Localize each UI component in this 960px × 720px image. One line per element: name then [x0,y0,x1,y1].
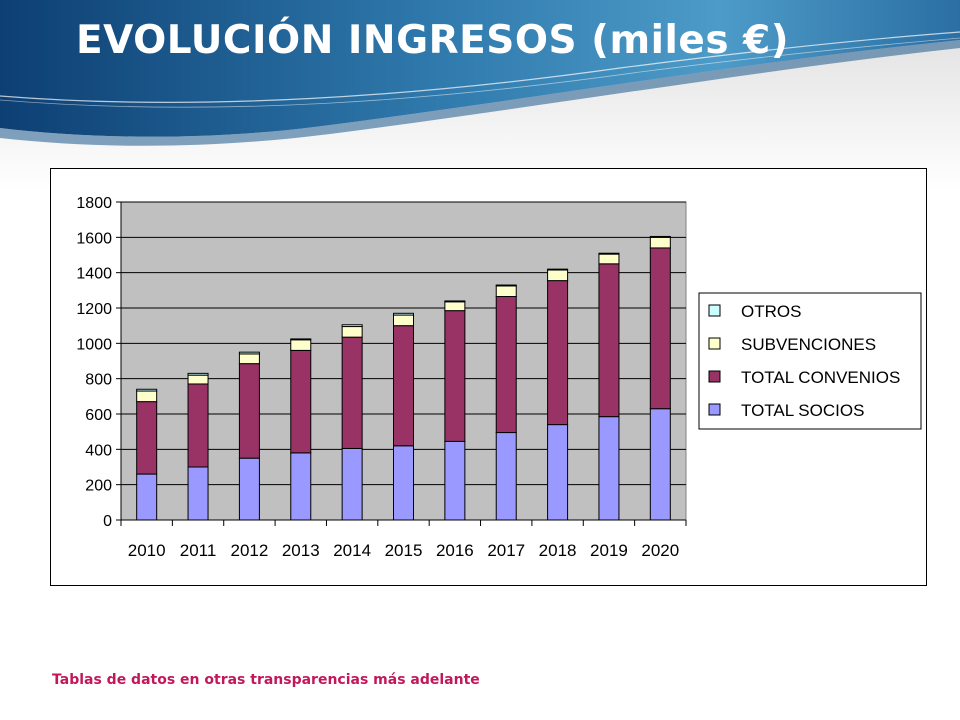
legend-swatch [708,304,721,317]
x-tick-label: 2020 [641,541,679,560]
legend-swatch [708,403,721,416]
bar-otros-2019 [598,252,620,255]
y-tick-label: 800 [85,372,112,389]
legend-label: TOTAL CONVENIOS [741,368,900,387]
bar-otros-2014 [341,324,363,328]
x-tick-label: 2015 [385,541,423,560]
bar-otros-2011 [187,372,209,376]
bar-total-socios-2017 [495,432,517,521]
bar-total-convenios-2019 [598,263,620,418]
y-tick-label: 1400 [76,266,112,283]
bar-total-convenios-2017 [495,296,517,434]
bar-total-socios-2016 [444,440,466,521]
bar-otros-2020 [649,235,671,238]
bar-subvenciones-2015 [393,314,414,327]
bar-total-socios-2010 [136,473,158,521]
bar-subvenciones-2019 [598,253,620,265]
bar-otros-2013 [290,338,312,341]
legend-label: SUBVENCIONES [741,335,876,354]
slide-title: EVOLUCIÓN INGRESOS (miles €) [76,18,790,63]
x-tick-label: 2010 [128,541,166,560]
bar-total-convenios-2020 [649,247,671,410]
y-tick-label: 1200 [76,301,112,318]
footnote: Tablas de datos en otras transparencias … [52,672,480,688]
bar-total-socios-2012 [238,457,260,521]
legend-swatch [708,337,721,350]
bar-otros-2018 [547,268,569,271]
bar-subvenciones-2012 [238,353,260,365]
legend-box [698,292,922,430]
x-tick-label: 2019 [590,541,628,560]
bar-otros-2012 [238,351,260,355]
bar-total-convenios-2015 [393,325,414,447]
bar-subvenciones-2016 [444,301,466,312]
bar-otros-2017 [495,284,517,287]
bar-total-convenios-2018 [547,280,569,426]
bar-subvenciones-2010 [136,390,158,403]
bar-total-socios-2014 [341,447,363,521]
x-tick-label: 2018 [539,541,577,560]
bar-otros-2015 [393,312,414,316]
bar-total-socios-2015 [393,445,414,521]
x-tick-label: 2016 [436,541,474,560]
bar-total-convenios-2013 [290,349,312,454]
bar-subvenciones-2020 [649,236,671,249]
header-banner [0,0,960,190]
x-tick-label: 2017 [487,541,525,560]
bar-otros-2010 [136,388,158,392]
stacked-bar-chart: 0 200 400 600 800 1000 1200 1400 1600 1800 2010 201… [76,195,922,560]
x-tick-label: 2014 [333,541,371,560]
bar-total-socios-2013 [290,452,312,521]
legend-label: TOTAL SOCIOS [741,401,864,420]
legend-swatch [708,370,721,383]
bar-total-socios-2011 [187,466,209,521]
bar-total-convenios-2012 [238,363,260,459]
x-tick-label: 2013 [282,541,320,560]
bar-subvenciones-2018 [547,269,569,282]
y-tick-label: 1000 [76,336,112,353]
legend-label: OTROS [741,302,801,321]
y-tick-label: 0 [103,513,112,530]
bar-subvenciones-2014 [341,326,363,338]
bar-total-socios-2020 [649,408,671,521]
bar-total-convenios-2014 [341,336,363,449]
bar-subvenciones-2017 [495,285,517,298]
y-tick-label: 400 [85,442,112,459]
y-tick-label: 600 [85,407,112,424]
x-tick-label: 2012 [230,541,268,560]
bar-total-socios-2019 [598,416,620,521]
y-tick-label: 1600 [76,230,112,247]
bar-total-convenios-2011 [187,383,209,468]
x-tick-label: 2011 [180,541,217,560]
bar-total-socios-2018 [547,424,569,521]
y-tick-label: 1800 [76,195,112,212]
bar-total-convenios-2010 [136,401,158,475]
bar-subvenciones-2013 [290,339,312,351]
bar-subvenciones-2011 [187,374,209,385]
bar-total-convenios-2016 [444,310,466,442]
y-tick-label: 200 [85,478,112,495]
bar-otros-2016 [444,300,466,303]
